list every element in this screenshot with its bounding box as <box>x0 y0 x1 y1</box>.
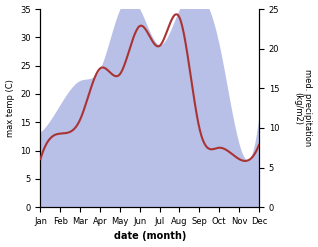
X-axis label: date (month): date (month) <box>114 231 186 242</box>
Y-axis label: med. precipitation
(kg/m2): med. precipitation (kg/m2) <box>293 69 313 147</box>
Y-axis label: max temp (C): max temp (C) <box>5 79 15 137</box>
